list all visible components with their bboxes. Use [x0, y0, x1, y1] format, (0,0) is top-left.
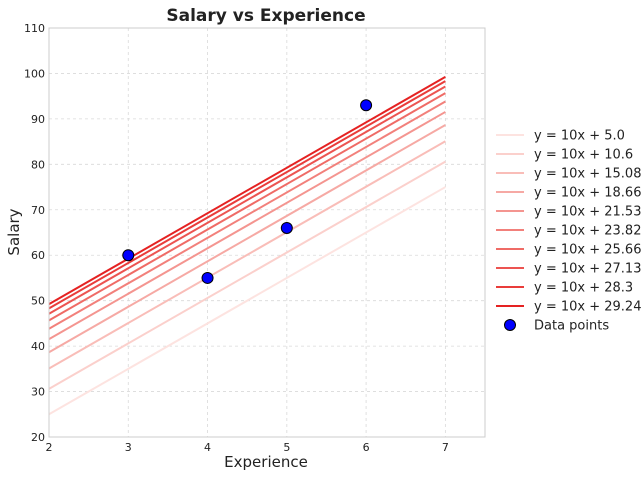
legend-label: Data points — [534, 319, 609, 334]
x-tick-label: 2 — [46, 441, 53, 454]
series-line — [48, 124, 446, 354]
chart-title: Salary vs Experience — [166, 6, 365, 26]
data-point — [122, 249, 135, 262]
series-line — [48, 85, 446, 315]
y-tick-label: 40 — [31, 340, 45, 353]
y-tick-label: 50 — [31, 295, 45, 308]
legend-marker — [504, 319, 516, 331]
y-tick-label: 100 — [24, 67, 45, 80]
x-axis-label: Experience — [224, 453, 308, 471]
chart-legend: y = 10x + 5.0 y = 10x + 10.6 y = 10x + 15.… — [496, 129, 641, 334]
series-line — [48, 80, 446, 310]
legend-label: y = 10x + 29.24 — [534, 300, 641, 315]
x-tick-label: 7 — [442, 441, 449, 454]
y-tick-label: 60 — [31, 249, 45, 262]
data-point — [201, 271, 214, 284]
series-line — [48, 111, 446, 341]
y-tick-label: 110 — [24, 22, 45, 35]
legend-label: y = 10x + 10.6 — [534, 148, 633, 163]
series-line — [48, 186, 446, 416]
legend-label: y = 10x + 15.08 — [534, 167, 641, 182]
x-tick-label: 6 — [363, 441, 370, 454]
x-tick-label: 4 — [204, 441, 211, 454]
series-line — [48, 160, 446, 390]
legend-label: y = 10x + 18.66 — [534, 186, 641, 201]
data-point — [360, 99, 373, 112]
data-point — [280, 221, 293, 234]
legend-label: y = 10x + 23.82 — [534, 224, 641, 239]
legend-label: y = 10x + 25.66 — [534, 243, 641, 258]
series-line — [48, 92, 446, 322]
plot-frame — [48, 27, 486, 438]
legend-label: y = 10x + 28.3 — [534, 281, 633, 296]
series-line — [48, 76, 446, 305]
y-tick-label: 30 — [31, 386, 45, 399]
series-line — [48, 140, 446, 370]
series-line — [48, 100, 446, 330]
lines-layer — [48, 76, 446, 416]
y-axis-label: Salary — [5, 208, 23, 255]
points-layer — [122, 99, 373, 284]
y-tick-label: 80 — [31, 158, 45, 171]
legend-label: y = 10x + 21.53 — [534, 205, 641, 220]
x-tick-label: 5 — [283, 441, 290, 454]
y-tick-label: 90 — [31, 113, 45, 126]
y-tick-label: 70 — [31, 204, 45, 217]
x-tick-label: 3 — [125, 441, 132, 454]
legend-label: y = 10x + 5.0 — [534, 129, 625, 144]
y-tick-label: 20 — [31, 431, 45, 444]
legend-label: y = 10x + 27.13 — [534, 262, 641, 277]
ticks-layer: 2 3 4 5 6 7 20 30 40 50 60 70 80 90 100 110 — [24, 22, 449, 454]
